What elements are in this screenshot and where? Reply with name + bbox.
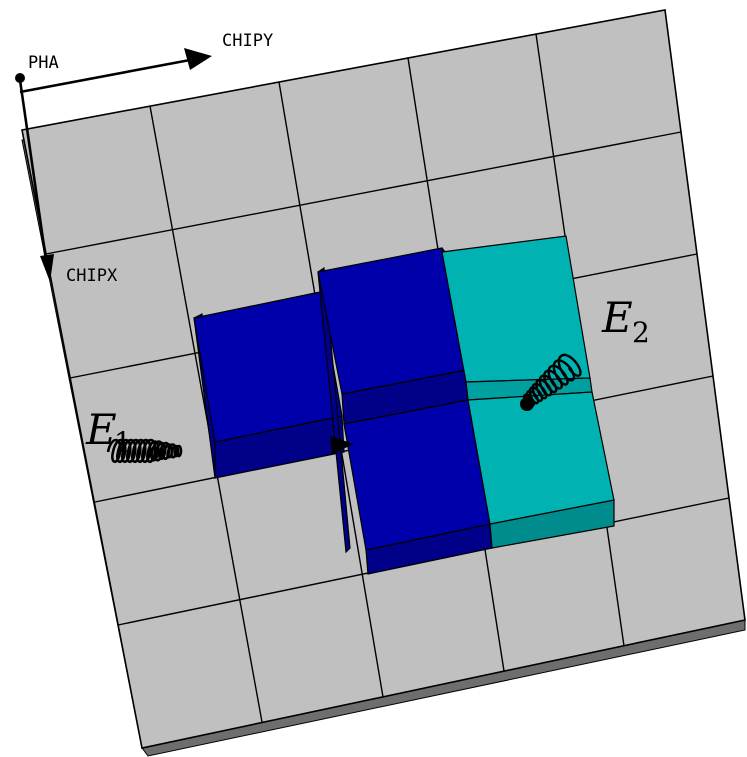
chipx-axis [18,79,48,261]
pixel-column-dark-blue [343,399,491,551]
event-pixels [193,235,615,575]
photon-coil-icon [106,438,183,464]
chipx-arrowhead [40,254,54,282]
chipy-arrowhead [184,48,212,70]
coordinate-axes: PHA CHIPY CHIPX [15,31,273,286]
photon-e2: E 2 [520,293,650,411]
photon-arrowhead [330,436,354,454]
pixel-column-dark-blue [193,291,343,443]
grid-line [45,131,682,255]
photon-coil-icon [523,353,582,407]
photon-e2-subscript: 2 [632,316,650,349]
photon-e2-label: E [601,293,633,342]
chipx-label: CHIPX [66,266,118,286]
pha-label: PHA [28,53,59,73]
pixel-column-cyan [467,391,615,525]
chipy-axis [19,58,191,94]
photon-e1-subscript: 1 [114,426,132,459]
pixel-column-cyan [441,235,591,383]
pixel-column-side [317,266,351,554]
chipy-label: CHIPY [222,31,273,51]
photon-arrowhead [520,397,534,411]
origin-dot [15,73,25,83]
photon-e1: E 1 [85,405,354,464]
photon-e1-label: E [85,405,117,454]
pixel-column-dark-blue [317,247,467,395]
